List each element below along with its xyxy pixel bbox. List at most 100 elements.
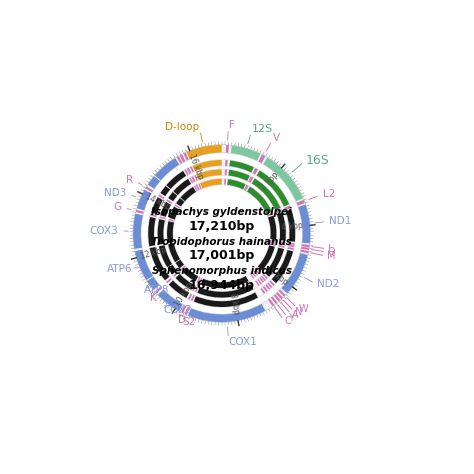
Wedge shape [201,276,249,288]
Text: ND1: ND1 [329,216,352,226]
Wedge shape [252,179,281,210]
Text: S2: S2 [182,317,196,327]
Wedge shape [187,145,222,159]
Wedge shape [261,288,265,294]
Wedge shape [192,285,196,291]
Wedge shape [279,245,284,248]
Wedge shape [168,243,180,262]
Wedge shape [267,283,273,288]
Wedge shape [225,170,227,175]
Text: ATP6: ATP6 [107,264,132,274]
Wedge shape [288,247,294,250]
Text: G: G [113,202,121,212]
Text: M: M [327,251,336,261]
Wedge shape [255,269,259,274]
Wedge shape [289,242,295,245]
Wedge shape [176,198,184,207]
Wedge shape [158,219,165,245]
Wedge shape [264,157,303,201]
Text: N: N [295,308,302,318]
Wedge shape [282,253,308,293]
Text: 4 kbp: 4 kbp [282,221,304,232]
Wedge shape [231,146,260,161]
Wedge shape [301,244,310,247]
Wedge shape [188,304,265,322]
Wedge shape [301,246,309,250]
Wedge shape [276,209,282,213]
Wedge shape [272,250,293,283]
Text: Q: Q [328,247,336,257]
Wedge shape [265,284,270,290]
Wedge shape [169,281,189,298]
Wedge shape [267,213,273,217]
Wedge shape [160,270,170,280]
Wedge shape [160,186,170,196]
Text: ND3: ND3 [104,188,127,198]
Wedge shape [167,178,277,289]
Wedge shape [136,210,144,214]
Text: ATP8: ATP8 [144,285,169,295]
Text: ND2: ND2 [317,280,340,290]
Wedge shape [147,277,159,290]
Wedge shape [288,245,294,247]
Wedge shape [297,200,305,206]
Wedge shape [199,278,202,283]
Wedge shape [248,176,253,182]
Wedge shape [197,284,253,298]
Text: F: F [228,120,235,130]
Text: Sphenomorphus indicus: Sphenomorphus indicus [152,266,292,276]
Text: COX1: COX1 [228,337,257,346]
Wedge shape [229,160,254,173]
Text: V: V [273,133,281,143]
Wedge shape [276,292,283,299]
Wedge shape [286,210,295,242]
Wedge shape [252,272,256,277]
Wedge shape [158,290,183,311]
Wedge shape [133,214,143,249]
Wedge shape [189,177,193,183]
Wedge shape [150,247,164,272]
Wedge shape [166,171,186,189]
Wedge shape [158,194,164,199]
Text: 17,210bp: 17,210bp [189,220,255,233]
Text: L: L [328,244,334,254]
Wedge shape [225,160,228,166]
Text: 17,001bp: 17,001bp [189,249,255,262]
Text: A: A [292,310,299,320]
Text: 6 kbp: 6 kbp [267,266,290,286]
Wedge shape [279,241,285,244]
Text: Tropidophorus hainanus: Tropidophorus hainanus [151,237,292,247]
Wedge shape [268,299,274,306]
Wedge shape [192,160,222,171]
Wedge shape [177,156,182,164]
Text: 12S: 12S [252,125,273,135]
Wedge shape [169,207,179,219]
Wedge shape [279,290,285,297]
Text: 14 kbp: 14 kbp [144,192,172,211]
Text: C: C [284,316,291,326]
Text: L2: L2 [323,189,335,199]
Wedge shape [184,169,189,175]
Wedge shape [301,250,309,253]
Text: D-loop: D-loop [165,122,200,133]
Wedge shape [195,286,199,292]
Wedge shape [269,281,275,286]
Wedge shape [200,179,222,189]
Wedge shape [279,243,285,246]
Wedge shape [228,170,250,181]
Wedge shape [135,250,153,280]
Wedge shape [284,206,291,210]
Wedge shape [174,204,180,209]
Wedge shape [168,192,177,201]
Text: 10 kbp: 10 kbp [173,281,195,308]
Wedge shape [190,166,194,173]
Wedge shape [180,155,185,162]
Wedge shape [191,295,195,301]
Wedge shape [257,279,262,284]
Wedge shape [137,190,151,210]
Text: COX2: COX2 [163,305,192,315]
Wedge shape [155,158,179,180]
Wedge shape [250,273,254,278]
Wedge shape [256,267,261,273]
Wedge shape [182,267,198,282]
